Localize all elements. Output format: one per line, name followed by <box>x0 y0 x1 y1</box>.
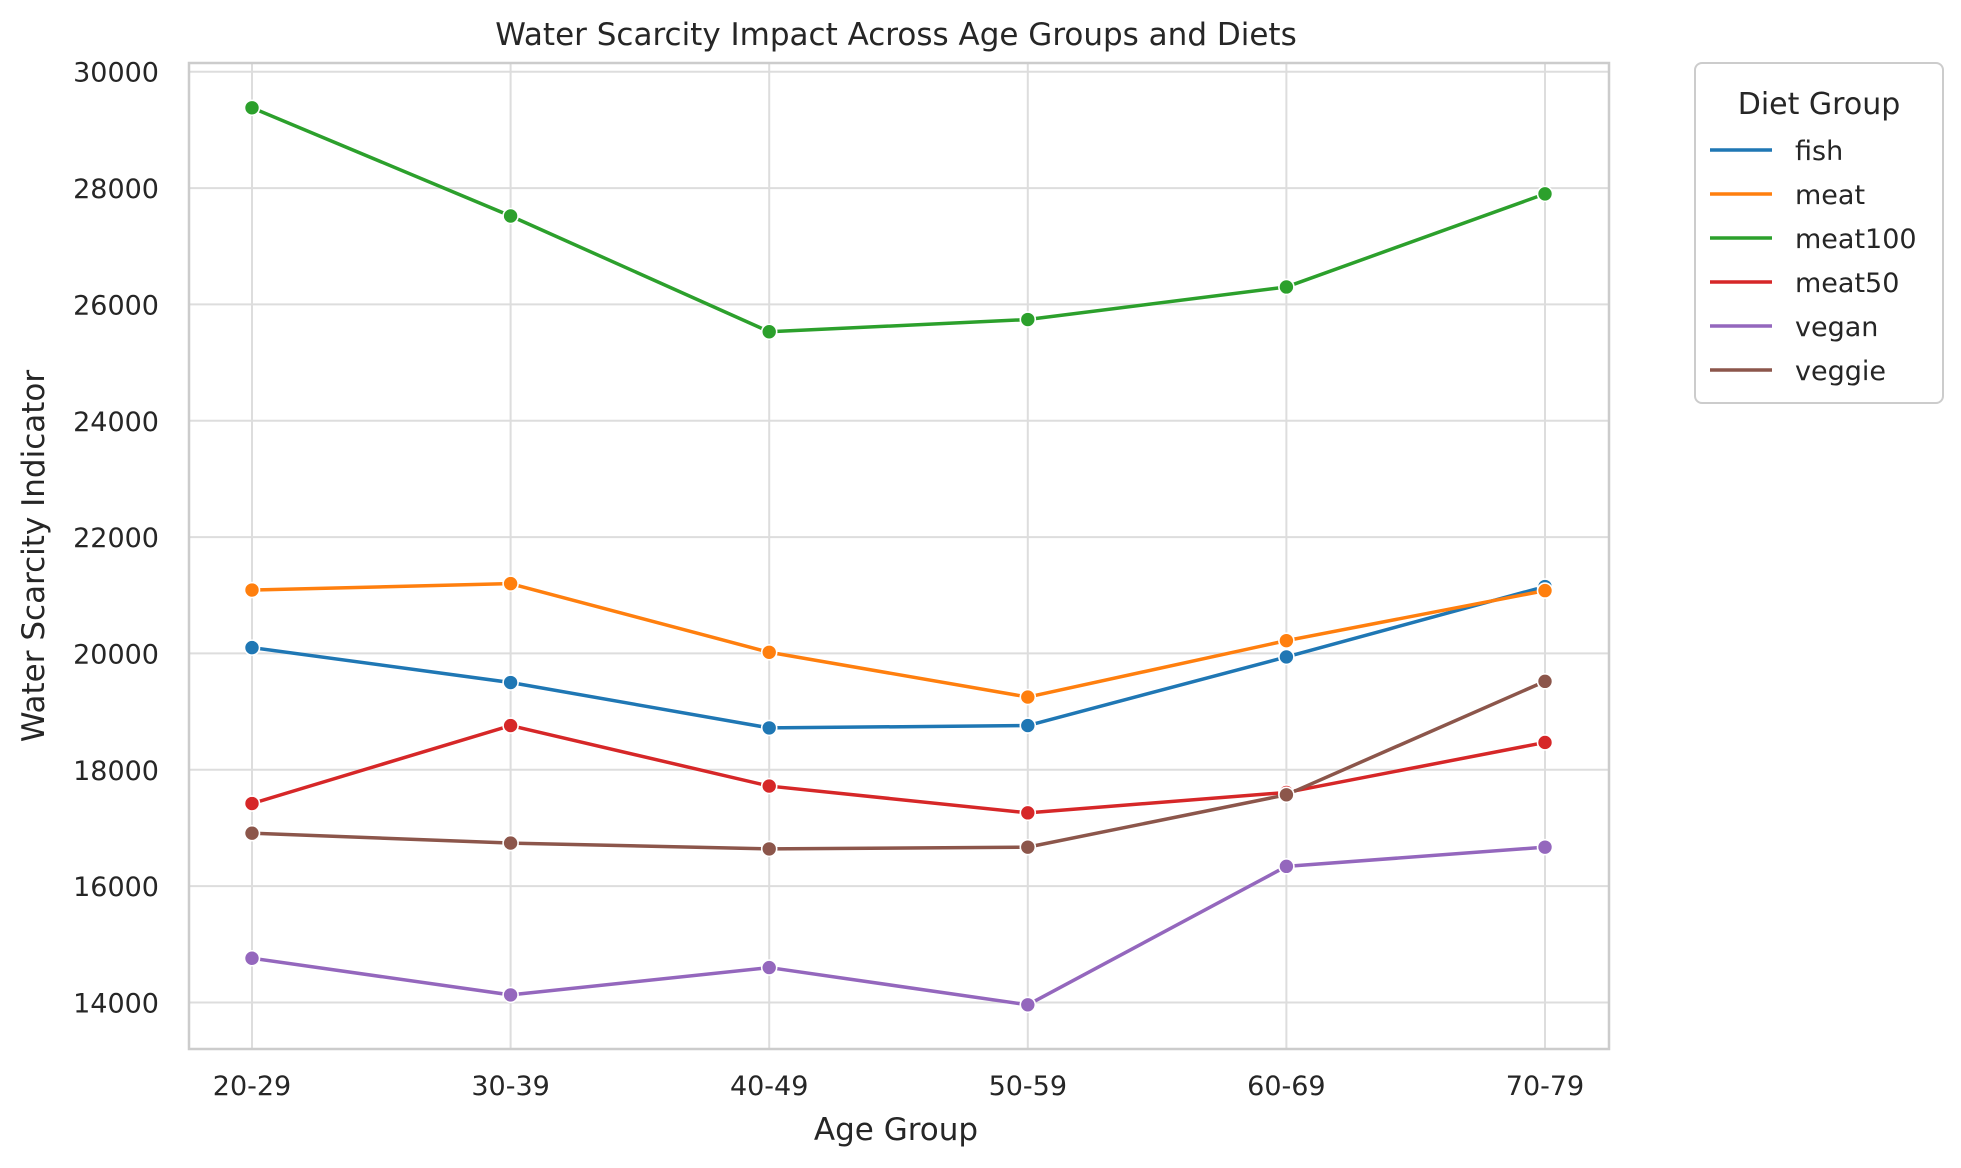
legend-label: fish <box>1795 136 1843 167</box>
series-line-veggie <box>250 679 1547 851</box>
data-point-veggie <box>760 840 778 858</box>
data-point-meat <box>1278 632 1295 649</box>
y-tick-label: 20000 <box>73 639 159 670</box>
y-tick-label: 26000 <box>73 290 159 321</box>
data-point-meat <box>760 643 778 661</box>
series-layer <box>243 99 1554 1014</box>
series-vegan <box>243 838 1554 1014</box>
data-point-veggie <box>1019 838 1037 856</box>
y-tick-label: 18000 <box>73 756 159 787</box>
legend-item-meat: meat <box>1710 180 1865 211</box>
data-point-meat100 <box>1019 311 1037 328</box>
data-point-meat100 <box>760 323 778 341</box>
axis-frame <box>187 61 1611 1051</box>
x-tick-label: 30-39 <box>471 1071 549 1102</box>
x-tick-label: 70-79 <box>1506 1071 1584 1102</box>
tick-labels: 14000 16000 18000 20000 22000 24000 26000 28000… <box>73 58 1584 1102</box>
y-axis-title: Water Scarcity Indicator <box>16 370 52 743</box>
series-line-meat50 <box>250 723 1547 815</box>
legend-label: meat50 <box>1795 268 1899 299</box>
series-meat <box>243 575 1554 706</box>
legend-item-meat50: meat50 <box>1710 268 1899 299</box>
data-point-meat <box>502 575 519 592</box>
plot-area <box>189 63 1609 1049</box>
legend-item-fish: fish <box>1710 136 1843 167</box>
x-axis-title: Age Group <box>814 1112 978 1148</box>
data-point-fish <box>760 719 778 737</box>
data-point-veggie <box>1278 786 1295 804</box>
data-point-meat50 <box>243 795 261 812</box>
y-tick-label: 24000 <box>73 407 159 438</box>
data-point-vegan <box>243 949 261 967</box>
data-point-meat100 <box>243 99 261 117</box>
x-tick-label: 20-29 <box>213 1071 291 1102</box>
data-point-fish <box>502 674 519 691</box>
data-point-vegan <box>502 986 519 1004</box>
series-line-fish <box>250 584 1547 730</box>
series-fish <box>243 578 1554 737</box>
x-tick-label: 50-59 <box>989 1071 1067 1102</box>
series-veggie <box>243 673 1554 858</box>
data-point-vegan <box>1019 996 1037 1014</box>
y-tick-label: 16000 <box>73 872 159 903</box>
legend-title: Diet Group <box>1738 87 1901 122</box>
data-point-meat50 <box>1019 804 1037 822</box>
data-point-meat <box>1536 582 1554 599</box>
data-point-vegan <box>760 959 778 976</box>
axes-spines <box>187 61 1611 1051</box>
data-point-fish <box>1278 648 1295 666</box>
data-point-fish <box>1019 717 1037 734</box>
x-tick-label: 60-69 <box>1247 1071 1325 1102</box>
x-tick-label: 40-49 <box>730 1071 808 1102</box>
chart-title: Water Scarcity Impact Across Age Groups … <box>495 17 1296 53</box>
data-point-meat <box>243 581 261 599</box>
legend-box <box>1694 62 1944 404</box>
legend-label: meat <box>1795 180 1865 211</box>
series-line-vegan <box>250 845 1547 1007</box>
data-point-veggie <box>502 834 519 852</box>
grid-layer <box>189 63 1609 1049</box>
series-meat100 <box>243 99 1554 341</box>
legend-item-meat100: meat100 <box>1710 224 1917 255</box>
series-line-meat <box>250 581 1547 699</box>
legend: Diet Group fish meat meat100 meat50 vegan veg… <box>1694 62 1944 404</box>
data-point-meat <box>1019 688 1037 706</box>
data-point-vegan <box>1278 858 1295 875</box>
data-point-meat100 <box>1536 185 1554 203</box>
y-tick-label: 14000 <box>73 988 159 1019</box>
y-tick-label: 30000 <box>73 58 159 89</box>
y-tick-label: 28000 <box>73 174 159 205</box>
data-point-meat100 <box>502 207 519 225</box>
series-line-meat100 <box>250 106 1547 334</box>
data-point-meat50 <box>502 717 519 734</box>
data-point-meat100 <box>1278 278 1295 296</box>
data-point-meat50 <box>760 777 778 795</box>
data-point-vegan <box>1536 838 1554 856</box>
legend-item-vegan: vegan <box>1710 312 1878 343</box>
data-point-fish <box>243 639 261 656</box>
legend-label: veggie <box>1795 356 1886 387</box>
data-point-meat50 <box>1536 734 1554 751</box>
data-point-veggie <box>243 824 261 842</box>
legend-item-veggie: veggie <box>1710 356 1886 387</box>
legend-label: vegan <box>1795 312 1878 343</box>
data-point-veggie <box>1536 673 1554 690</box>
legend-label: meat100 <box>1795 224 1917 255</box>
y-tick-label: 22000 <box>73 523 159 554</box>
legend-items: fish meat meat100 meat50 vegan veggie <box>1710 136 1917 387</box>
